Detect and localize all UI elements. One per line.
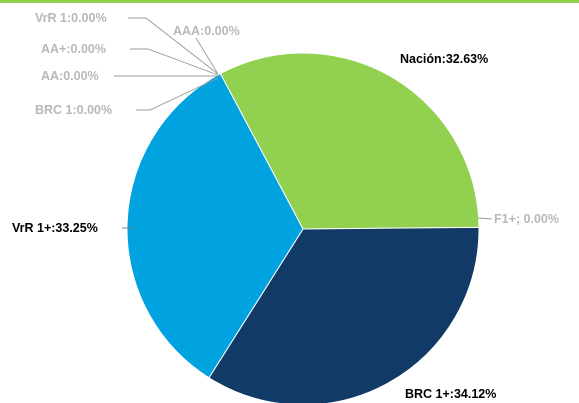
pie-slice-naci-n xyxy=(219,52,480,230)
slice-label-vrr-1: VrR 1:0.00% xyxy=(35,11,107,25)
slice-labels: Nación:32.63% F1+; 0.00% BRC 1+:34.12% VrR … xyxy=(12,11,559,401)
leader-line-aa xyxy=(130,48,219,76)
slice-label-aa: AA:0.00% xyxy=(41,69,99,83)
leader-line-f1 xyxy=(477,217,493,220)
slice-label-naci-n: Nación:32.63% xyxy=(400,52,488,66)
pie-slice-vrr-1 xyxy=(126,72,304,379)
leader-line-brc-1 xyxy=(136,77,219,111)
slice-label-aa: AA+:0.00% xyxy=(41,42,106,56)
leader-line-aaa xyxy=(195,37,219,75)
slice-label-vrr-1: VrR 1+:33.25% xyxy=(12,221,98,235)
pie-slices xyxy=(126,52,480,403)
slice-label-aaa: AAA:0.00% xyxy=(173,24,240,38)
leader-lines xyxy=(114,17,493,229)
frame-top-border xyxy=(0,0,579,3)
leader-line-vrr-1 xyxy=(128,17,219,75)
slice-label-brc-1: BRC 1+:34.12% xyxy=(405,387,496,401)
slice-label-brc-1: BRC 1:0.00% xyxy=(35,103,112,117)
slice-label-f1: F1+; 0.00% xyxy=(494,212,559,226)
